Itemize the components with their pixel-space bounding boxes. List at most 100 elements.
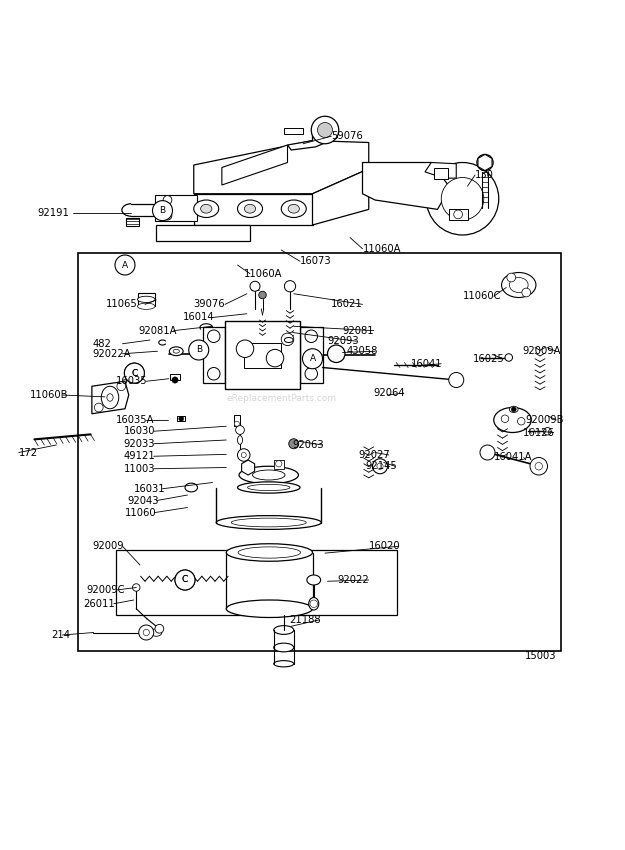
Circle shape [318,122,332,138]
Ellipse shape [509,277,528,292]
Ellipse shape [307,575,321,585]
Bar [126,218,139,226]
Ellipse shape [288,204,299,213]
Ellipse shape [138,303,155,309]
Ellipse shape [231,518,306,527]
Circle shape [175,570,195,590]
Circle shape [236,340,254,358]
Text: 92033: 92033 [124,439,155,449]
Circle shape [305,330,318,343]
Circle shape [477,155,493,171]
Text: 59076: 59076 [331,131,363,141]
Circle shape [281,333,294,346]
Circle shape [501,415,509,422]
Bar [116,550,397,615]
Circle shape [276,461,282,467]
Text: 16035A: 16035A [116,415,155,425]
Polygon shape [242,460,254,475]
Bar [170,374,180,380]
Text: C: C [131,369,138,377]
Text: 26011: 26011 [84,598,116,609]
Ellipse shape [173,349,179,353]
Text: 92022: 92022 [338,575,369,585]
Circle shape [507,273,516,282]
Circle shape [454,210,462,218]
Text: 92064: 92064 [374,388,406,398]
Bar [449,209,468,220]
Polygon shape [92,382,129,414]
Circle shape [124,363,144,383]
Bar [177,416,185,422]
Text: 172: 172 [19,447,38,457]
Circle shape [305,367,318,380]
Text: 92145: 92145 [365,462,397,471]
Text: 214: 214 [51,630,70,640]
Text: 11003: 11003 [124,464,155,473]
Ellipse shape [501,273,536,298]
Circle shape [124,363,144,383]
Text: 92009B: 92009B [525,415,564,425]
Ellipse shape [274,626,294,634]
Text: 11065: 11065 [106,299,138,309]
Circle shape [310,600,318,608]
Bar [78,252,561,651]
Circle shape [372,459,388,473]
Circle shape [234,422,239,426]
Ellipse shape [494,407,531,433]
Circle shape [250,281,260,292]
Bar [274,460,284,468]
Circle shape [377,463,383,469]
Polygon shape [362,162,450,209]
Text: C: C [182,575,188,585]
Text: 16025: 16025 [472,354,504,364]
Polygon shape [478,155,492,171]
Circle shape [511,407,516,412]
Text: 39076: 39076 [194,299,226,309]
Circle shape [441,178,484,220]
Bar [225,320,300,389]
Polygon shape [222,145,288,185]
Text: B: B [159,207,166,215]
Text: 43058: 43058 [346,346,378,356]
Circle shape [189,340,209,360]
Text: 16020: 16020 [369,541,401,552]
Circle shape [535,462,542,470]
Ellipse shape [284,337,293,343]
Text: C: C [131,369,138,377]
Circle shape [115,255,135,275]
Circle shape [505,354,512,361]
Text: 92081A: 92081A [139,326,178,336]
Ellipse shape [274,643,294,652]
Polygon shape [425,162,456,178]
Text: 16073: 16073 [300,256,332,266]
Polygon shape [155,195,197,221]
Circle shape [328,345,345,362]
Circle shape [172,377,178,383]
Ellipse shape [281,200,306,218]
Text: 16021: 16021 [331,299,363,309]
Circle shape [302,348,322,369]
Ellipse shape [226,600,312,617]
Text: 92081: 92081 [342,326,374,336]
Text: 11060A: 11060A [362,244,401,254]
Text: C: C [182,575,188,585]
Ellipse shape [216,516,321,530]
Circle shape [179,416,184,422]
Circle shape [152,201,173,221]
Ellipse shape [185,483,198,492]
Text: 16041A: 16041A [494,452,532,462]
Circle shape [426,162,499,235]
Ellipse shape [239,467,299,484]
Ellipse shape [238,200,262,218]
Text: 49121: 49121 [124,451,156,462]
Polygon shape [312,169,369,225]
Circle shape [284,280,296,292]
Circle shape [117,382,126,391]
Ellipse shape [309,598,319,610]
Text: 92063: 92063 [292,440,324,450]
Ellipse shape [244,204,256,213]
Polygon shape [202,327,225,383]
Text: 11060: 11060 [125,507,157,518]
Ellipse shape [226,544,312,561]
Text: 92191: 92191 [38,207,69,218]
